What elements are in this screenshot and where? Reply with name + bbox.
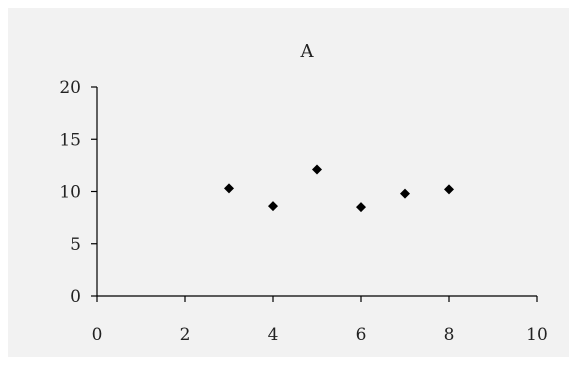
axes: 0 5 10 15 20 0 2 4 6 8 10 (59, 78, 547, 345)
data-point (356, 202, 366, 213)
y-tick-label: 0 (70, 287, 81, 307)
data-point (268, 201, 278, 212)
y-tick-label: 15 (59, 130, 81, 150)
x-tick-label: 4 (268, 325, 279, 345)
x-tick-label: 2 (180, 325, 191, 345)
chart-title: A (300, 41, 315, 62)
x-tick-label: 0 (92, 325, 103, 345)
y-tick-label: 20 (59, 78, 81, 98)
y-tick-label: 5 (70, 235, 81, 255)
data-point (312, 164, 322, 175)
data-points (224, 164, 454, 213)
data-point (224, 183, 234, 194)
data-point (400, 188, 410, 199)
data-point (444, 184, 454, 195)
chart-panel: A 0 5 10 15 20 0 2 4 6 8 10 (8, 8, 569, 357)
x-tick-label: 6 (356, 325, 367, 345)
scatter-chart: A 0 5 10 15 20 0 2 4 6 8 10 (59, 41, 547, 345)
x-tick-label: 8 (444, 325, 455, 345)
x-tick-label: 10 (526, 325, 548, 345)
y-tick-label: 10 (59, 183, 81, 203)
